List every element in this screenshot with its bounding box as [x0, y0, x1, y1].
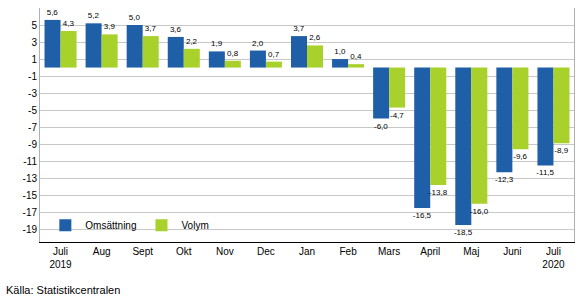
svg-text:-4,7: -4,7: [390, 111, 404, 120]
svg-text:5,2: 5,2: [88, 11, 100, 20]
svg-text:1,0: 1,0: [334, 47, 346, 56]
svg-text:Volym: Volym: [181, 220, 208, 231]
svg-text:-11: -11: [23, 156, 37, 167]
svg-text:April: April: [420, 246, 440, 257]
svg-text:Nov: Nov: [216, 246, 234, 257]
svg-text:2,0: 2,0: [252, 39, 264, 48]
svg-text:1: 1: [31, 54, 37, 65]
svg-text:-13,8: -13,8: [429, 188, 448, 197]
svg-text:0,7: 0,7: [268, 50, 280, 59]
svg-text:-8,9: -8,9: [554, 146, 568, 155]
svg-text:-13: -13: [23, 173, 38, 184]
svg-text:Juli2019: Juli2019: [49, 246, 72, 270]
svg-text:-11,5: -11,5: [536, 168, 554, 177]
svg-text:5,6: 5,6: [47, 8, 59, 17]
svg-text:-15: -15: [23, 190, 38, 201]
svg-text:3: 3: [31, 37, 37, 48]
svg-text:-12,3: -12,3: [495, 175, 514, 184]
svg-text:3,6: 3,6: [170, 25, 182, 34]
svg-text:-16,5: -16,5: [413, 211, 432, 220]
svg-text:-9,6: -9,6: [513, 152, 527, 161]
svg-text:Okt: Okt: [176, 246, 192, 257]
svg-text:-18,5: -18,5: [454, 228, 473, 237]
svg-text:-5: -5: [28, 105, 37, 116]
svg-text:3,7: 3,7: [293, 24, 305, 33]
svg-text:-9: -9: [28, 139, 37, 150]
svg-text:-3: -3: [28, 88, 37, 99]
svg-text:0,8: 0,8: [227, 49, 239, 58]
svg-text:Feb: Feb: [339, 246, 357, 257]
svg-text:4,3: 4,3: [63, 19, 75, 28]
svg-text:-17: -17: [23, 207, 38, 218]
svg-text:-1: -1: [28, 71, 37, 82]
svg-text:3,9: 3,9: [104, 22, 116, 31]
svg-text:Juli2020: Juli2020: [542, 246, 565, 270]
svg-text:-16,0: -16,0: [470, 207, 489, 216]
svg-text:3,7: 3,7: [145, 24, 157, 33]
svg-text:5: 5: [31, 20, 37, 31]
svg-text:Maj: Maj: [463, 246, 479, 257]
svg-text:Juni: Juni: [503, 246, 521, 257]
svg-text:-7: -7: [28, 122, 37, 133]
svg-text:Jan: Jan: [299, 246, 315, 257]
svg-text:Aug: Aug: [93, 246, 111, 257]
svg-text:2,2: 2,2: [186, 37, 198, 46]
svg-text:Dec: Dec: [257, 246, 275, 257]
svg-text:-6,0: -6,0: [374, 122, 388, 131]
svg-text:-19: -19: [23, 224, 38, 235]
svg-text:2,6: 2,6: [309, 33, 321, 42]
svg-text:Omsättning: Omsättning: [85, 220, 136, 231]
svg-text:Mars: Mars: [378, 246, 400, 257]
svg-text:0,4: 0,4: [350, 52, 362, 61]
svg-text:Källa: Statistikcentralen: Källa: Statistikcentralen: [6, 284, 120, 296]
svg-text:1,9: 1,9: [211, 39, 223, 48]
svg-text:5,0: 5,0: [129, 13, 141, 22]
svg-text:Sept: Sept: [132, 246, 153, 257]
